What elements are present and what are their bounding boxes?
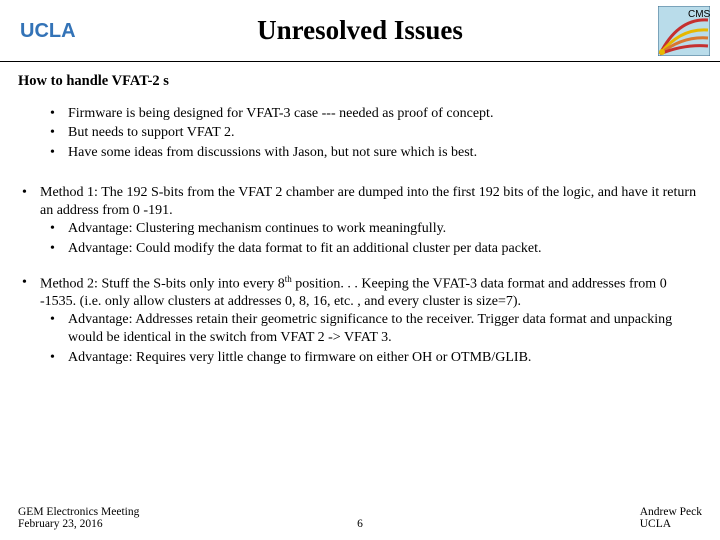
slide-title: Unresolved Issues bbox=[257, 15, 463, 46]
list-item: But needs to support VFAT 2. bbox=[68, 124, 702, 142]
list-item: Advantage: Requires very little change t… bbox=[68, 349, 702, 367]
list-item: Firmware is being designed for VFAT-3 ca… bbox=[68, 105, 702, 123]
method-text: Method 1: The 192 S-bits from the VFAT 2… bbox=[40, 185, 696, 218]
footer-right: Andrew Peck UCLA bbox=[640, 506, 702, 530]
page-number: 6 bbox=[357, 518, 363, 530]
list-item: Advantage: Addresses retain their geomet… bbox=[68, 311, 702, 347]
methods-list: Method 1: The 192 S-bits from the VFAT 2… bbox=[18, 184, 702, 367]
section-heading: How to handle VFAT-2 s bbox=[18, 72, 702, 91]
method-item: Method 1: The 192 S-bits from the VFAT 2… bbox=[40, 184, 702, 258]
list-item: Have some ideas from discussions with Ja… bbox=[68, 144, 702, 162]
method-text-part1: Method 2: Stuff the S-bits only into eve… bbox=[40, 277, 285, 292]
slide-header: UCLA Unresolved Issues CMS bbox=[0, 0, 720, 62]
slide-content: How to handle VFAT-2 s Firmware is being… bbox=[0, 62, 720, 367]
list-item: Advantage: Clustering mechanism continue… bbox=[68, 220, 702, 238]
ucla-logo: UCLA bbox=[14, 16, 96, 49]
footer-left: GEM Electronics Meeting February 23, 201… bbox=[18, 506, 139, 530]
method-item: Method 2: Stuff the S-bits only into eve… bbox=[40, 274, 702, 367]
intro-list: Firmware is being designed for VFAT-3 ca… bbox=[18, 105, 702, 163]
cms-logo: CMS bbox=[658, 6, 710, 61]
slide-footer: GEM Electronics Meeting February 23, 201… bbox=[0, 506, 720, 530]
advantages-list: Advantage: Clustering mechanism continue… bbox=[40, 220, 702, 258]
footer-meeting: GEM Electronics Meeting bbox=[18, 506, 139, 518]
footer-date: February 23, 2016 bbox=[18, 518, 139, 530]
footer-author: Andrew Peck bbox=[640, 506, 702, 518]
list-item: Advantage: Could modify the data format … bbox=[68, 240, 702, 258]
footer-affiliation: UCLA bbox=[640, 518, 702, 530]
cms-logo-label: CMS bbox=[688, 9, 710, 20]
ucla-logo-text: UCLA bbox=[20, 20, 76, 42]
advantages-list: Advantage: Addresses retain their geomet… bbox=[40, 311, 702, 367]
superscript: th bbox=[285, 274, 292, 284]
